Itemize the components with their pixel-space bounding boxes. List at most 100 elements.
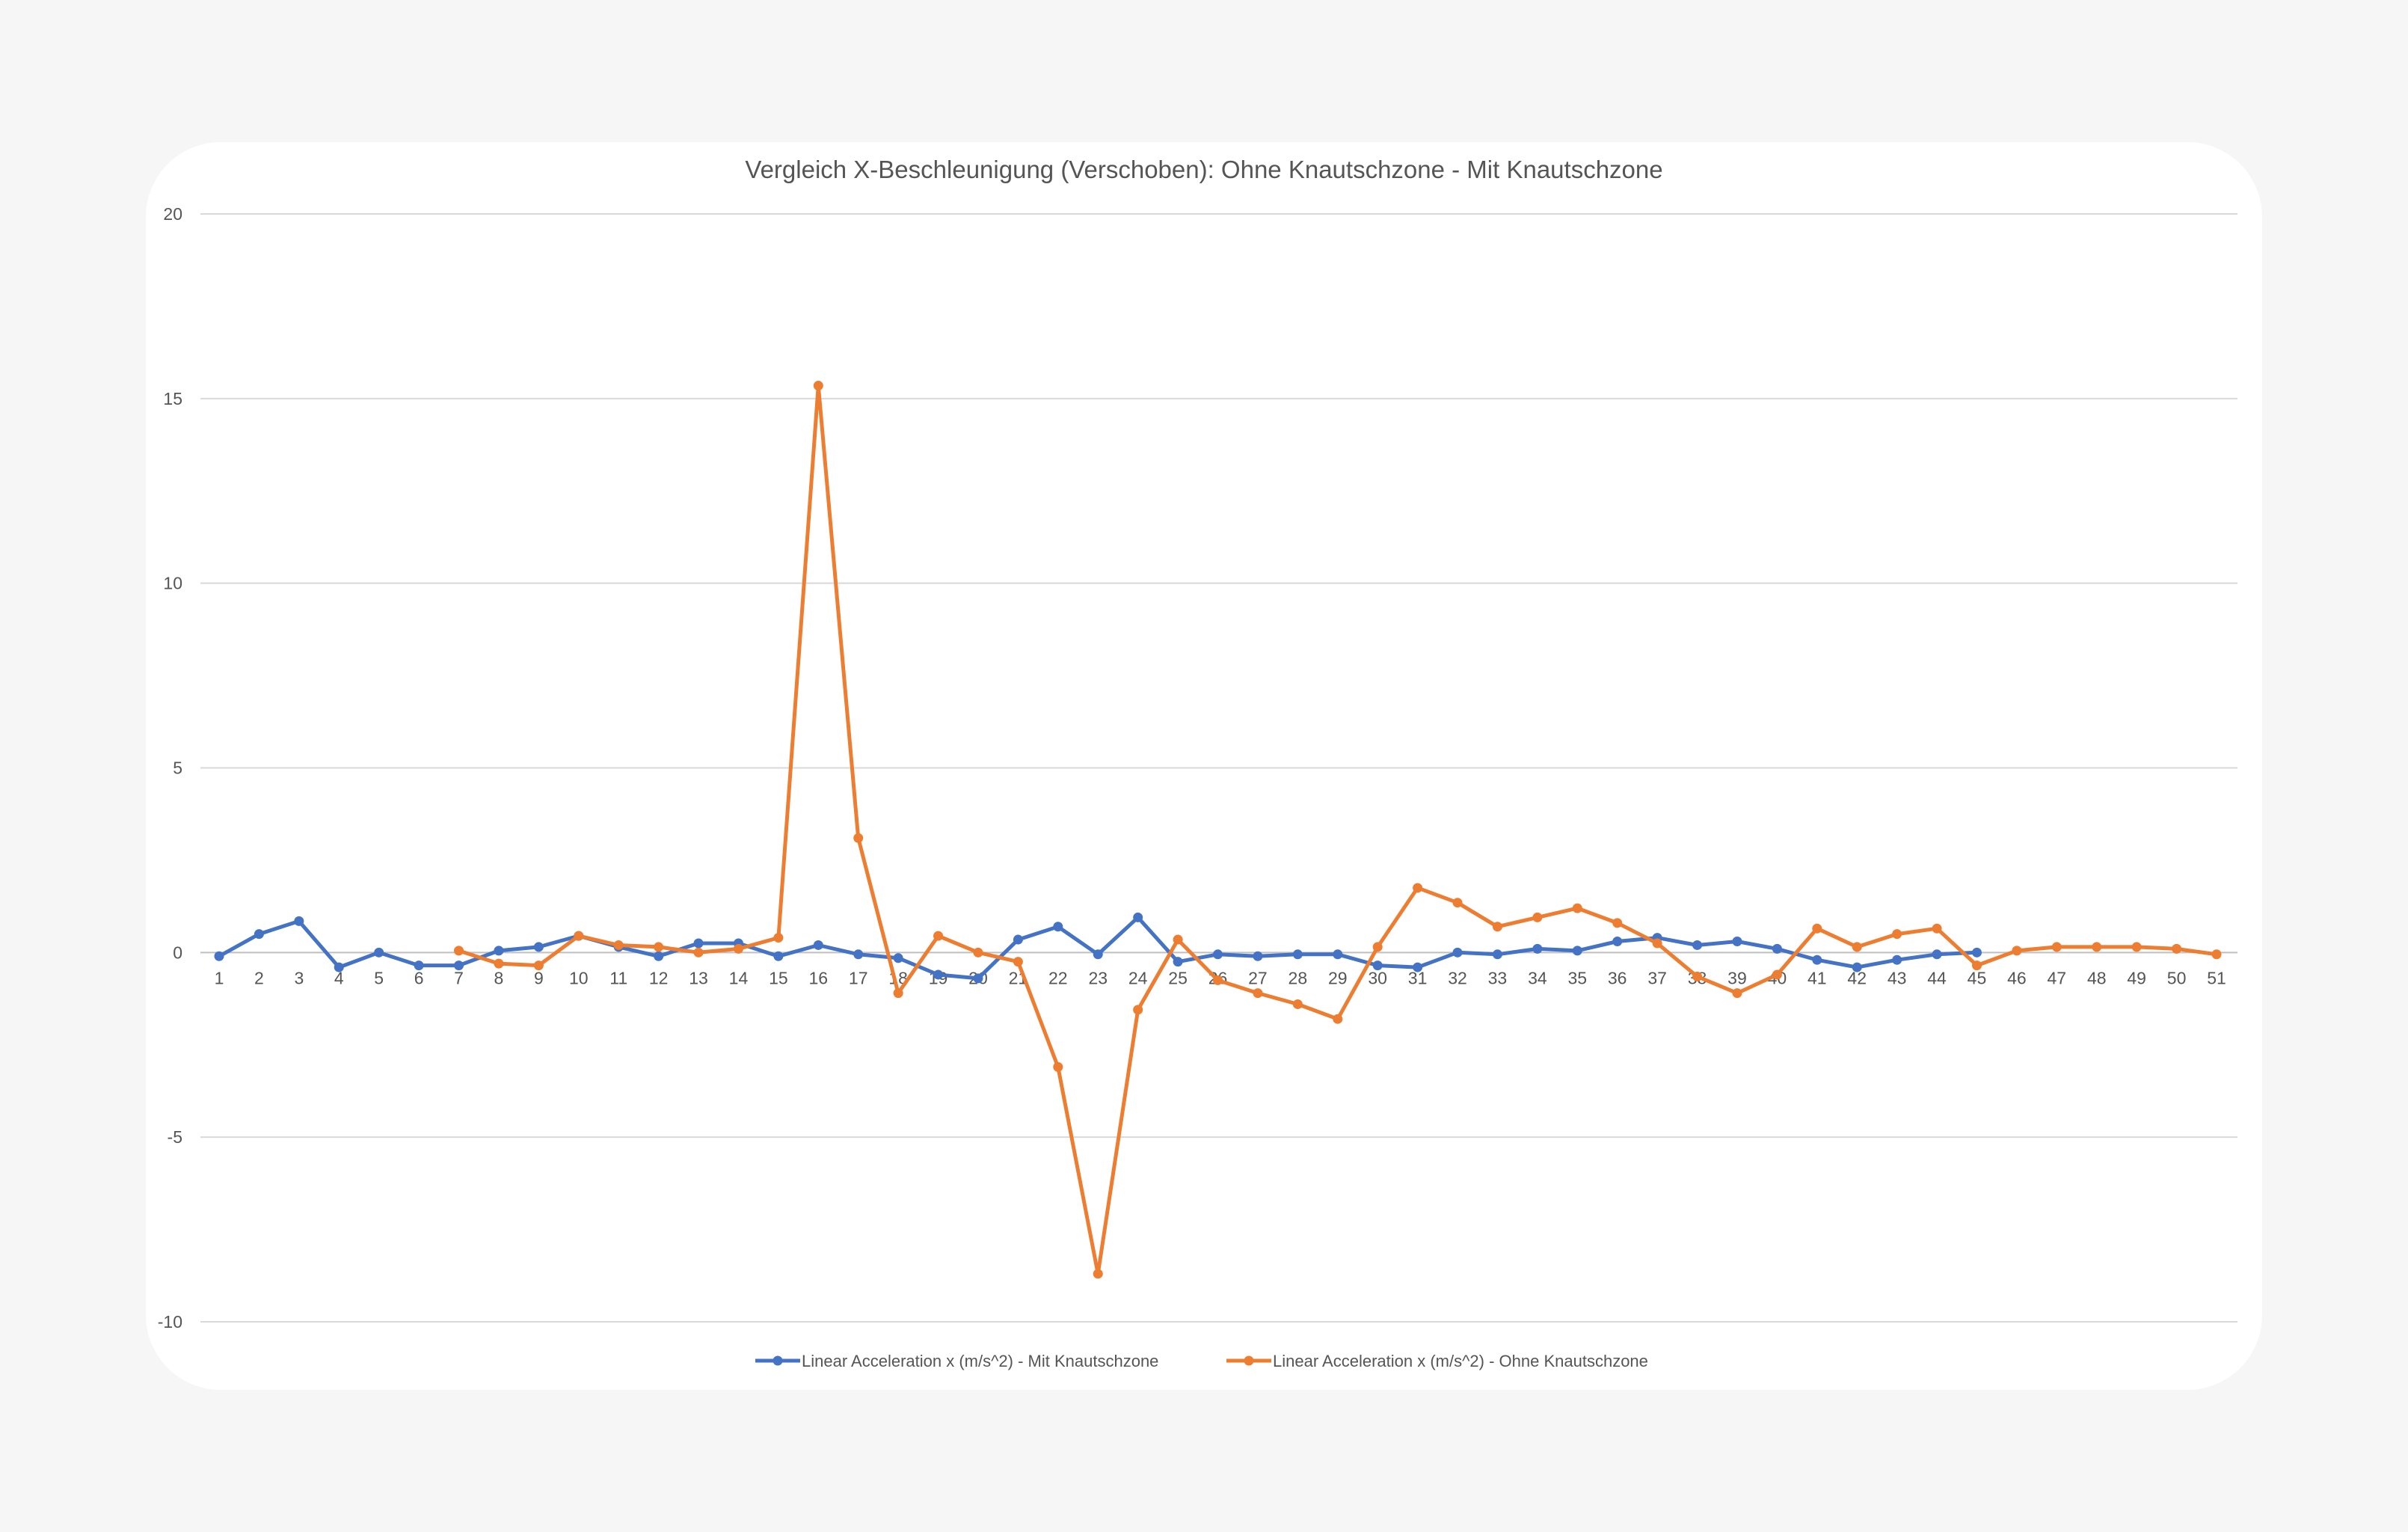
data-point — [1133, 912, 1143, 922]
x-tick-label: 17 — [849, 968, 868, 987]
data-point — [1732, 988, 1742, 999]
data-point — [1173, 957, 1183, 967]
x-tick-label: 43 — [1888, 968, 1907, 987]
y-tick-label: 20 — [163, 204, 182, 224]
data-point — [1692, 971, 1703, 981]
data-point — [654, 942, 664, 952]
data-point — [1971, 947, 1982, 958]
data-point — [2092, 942, 2102, 952]
x-tick-label: 11 — [609, 968, 627, 987]
data-point — [2012, 946, 2022, 956]
data-point — [214, 951, 224, 961]
x-tick-label: 1 — [215, 968, 224, 987]
chart-card — [146, 142, 2262, 1390]
data-point — [1253, 988, 1263, 999]
data-point — [2051, 942, 2062, 952]
data-point — [1532, 912, 1543, 922]
data-point — [1852, 962, 1862, 972]
data-point — [893, 988, 903, 999]
y-tick-label: 5 — [173, 759, 182, 778]
data-point — [973, 973, 983, 984]
data-point — [2131, 942, 2142, 952]
data-point — [1971, 960, 1982, 971]
data-point — [773, 951, 784, 961]
data-point — [1413, 883, 1423, 893]
x-tick-label: 50 — [2167, 968, 2187, 987]
x-tick-label: 47 — [2048, 968, 2067, 987]
data-point — [973, 947, 983, 958]
legend-label: Linear Acceleration x (m/s^2) - Mit Knau… — [802, 1352, 1158, 1370]
y-tick-label: -10 — [158, 1312, 182, 1332]
series-1 — [214, 912, 1982, 984]
data-point — [1492, 949, 1502, 960]
x-tick-label: 39 — [1727, 968, 1747, 987]
data-point — [1932, 949, 1942, 960]
data-point — [1372, 960, 1383, 971]
x-tick-label: 6 — [414, 968, 424, 987]
y-tick-label: 10 — [163, 574, 182, 593]
x-tick-label: 41 — [1807, 968, 1827, 987]
data-point — [933, 969, 944, 980]
x-tick-label: 36 — [1608, 968, 1627, 987]
data-point — [813, 381, 823, 391]
data-point — [1532, 943, 1543, 954]
legend: Linear Acceleration x (m/s^2) - Mit Knau… — [755, 1352, 1648, 1370]
data-point — [1013, 934, 1023, 945]
data-point — [1612, 937, 1623, 947]
x-tick-label: 28 — [1289, 968, 1308, 987]
data-point — [454, 960, 464, 971]
data-point — [334, 962, 344, 972]
data-point — [654, 951, 664, 961]
x-tick-label: 35 — [1567, 968, 1587, 987]
data-point — [1812, 955, 1822, 965]
data-point — [1652, 938, 1662, 949]
data-point — [933, 931, 944, 941]
data-point — [2172, 943, 2182, 954]
data-point — [1892, 955, 1902, 965]
data-point — [414, 960, 424, 971]
legend-item: Linear Acceleration x (m/s^2) - Mit Knau… — [755, 1352, 1158, 1370]
data-point — [1213, 949, 1223, 960]
data-point — [1093, 949, 1103, 960]
data-point — [1772, 969, 1782, 980]
data-point — [693, 938, 704, 949]
x-tick-label: 14 — [729, 968, 749, 987]
data-point — [1692, 940, 1703, 950]
x-tick-label: 37 — [1647, 968, 1667, 987]
data-point — [494, 946, 504, 956]
data-point — [893, 953, 903, 963]
chart-title: Vergleich X-Beschleunigung (Verschoben):… — [745, 156, 1662, 183]
y-tick-label: 15 — [163, 389, 182, 408]
data-point — [1292, 999, 1303, 1009]
x-tick-label: 45 — [1968, 968, 1987, 987]
data-point — [613, 940, 624, 950]
data-point — [1612, 918, 1623, 928]
data-point — [1333, 949, 1343, 960]
x-tick-label: 34 — [1528, 968, 1547, 987]
data-point — [533, 942, 544, 952]
legend-swatch-marker — [1244, 1355, 1254, 1366]
x-tick-label: 16 — [809, 968, 829, 987]
data-point — [1732, 937, 1742, 947]
data-point — [494, 958, 504, 969]
x-tick-label: 10 — [569, 968, 589, 987]
x-tick-label: 23 — [1088, 968, 1108, 987]
x-tick-label: 22 — [1048, 968, 1068, 987]
x-tick-label: 29 — [1328, 968, 1348, 987]
data-point — [1413, 962, 1423, 972]
x-tick-label: 8 — [494, 968, 504, 987]
data-point — [574, 931, 584, 941]
legend-swatch-marker — [773, 1355, 783, 1366]
legend-label: Linear Acceleration x (m/s^2) - Ohne Kna… — [1273, 1352, 1648, 1370]
y-tick-label: 0 — [173, 943, 182, 962]
x-tick-label: 13 — [689, 968, 708, 987]
x-tick-label: 15 — [769, 968, 788, 987]
x-tick-label: 49 — [2127, 968, 2146, 987]
data-point — [1372, 942, 1383, 952]
data-point — [533, 960, 544, 971]
series-line — [457, 384, 2219, 1276]
data-point — [1292, 949, 1303, 960]
x-tick-label: 25 — [1168, 968, 1188, 987]
gridlines — [200, 213, 2237, 1323]
